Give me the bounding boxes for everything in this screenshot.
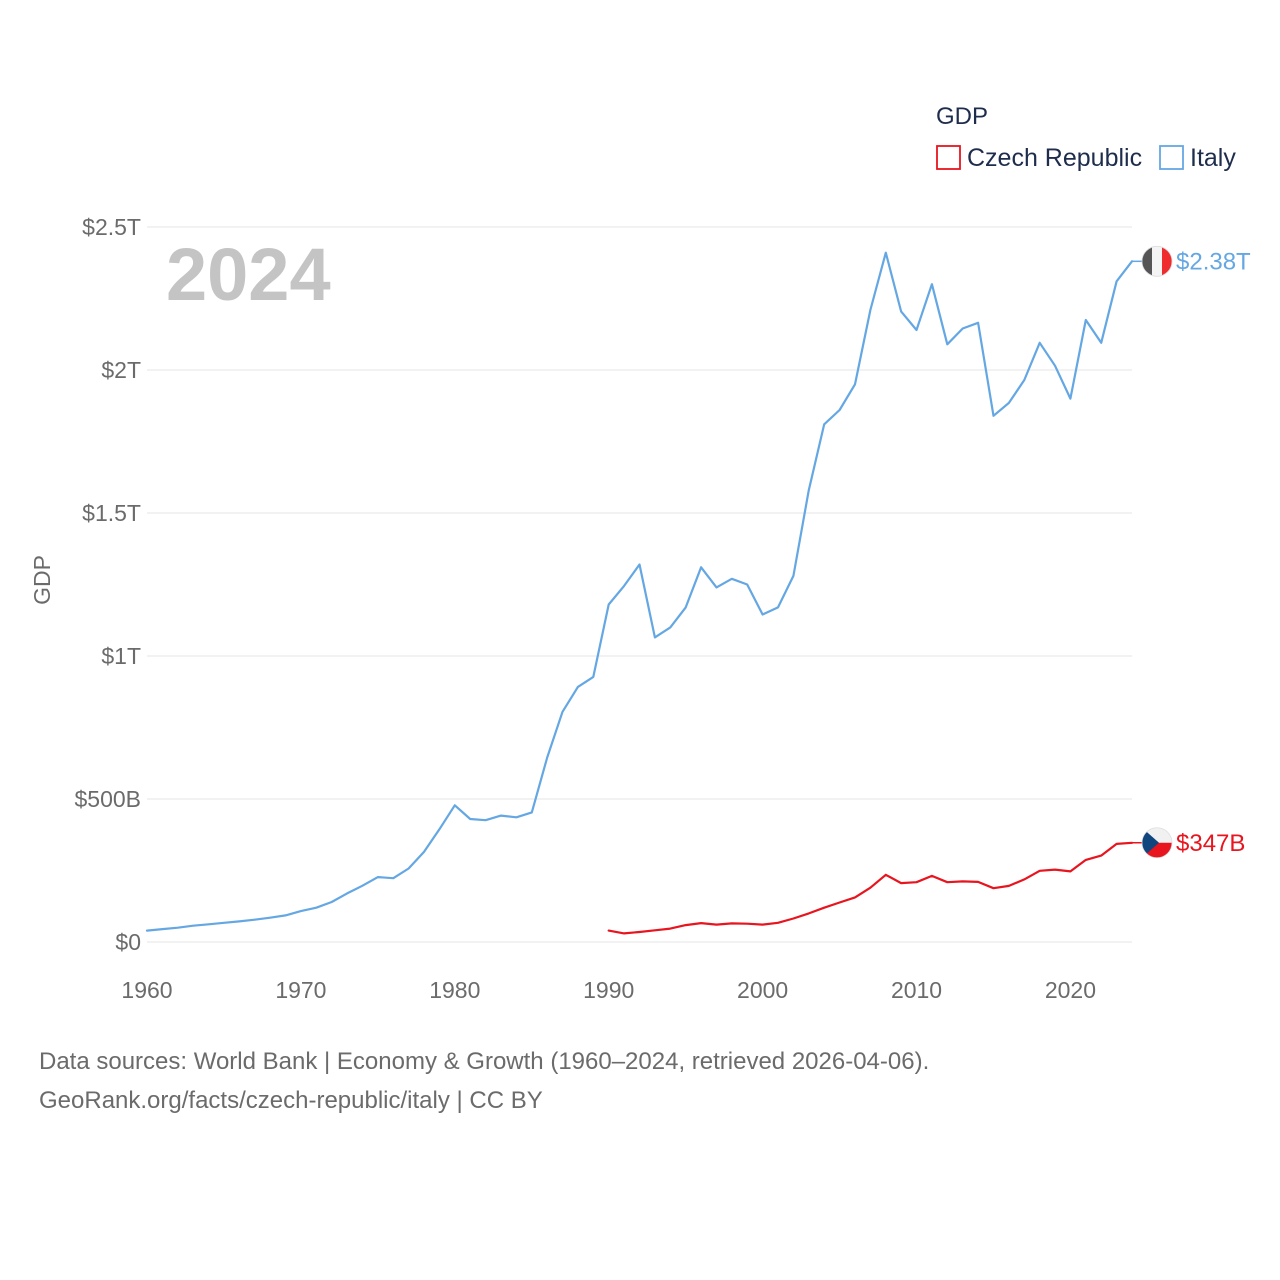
- flag-band-left: [1142, 246, 1152, 277]
- x-tick-label: 1980: [429, 977, 480, 1003]
- y-tick-label: $2.5T: [82, 214, 141, 240]
- x-tick-label: 1970: [275, 977, 326, 1003]
- end-value-label-italy: $2.38T: [1176, 248, 1251, 275]
- series-line-italy: [145, 251, 1134, 932]
- y-tick-label: $500B: [74, 786, 141, 812]
- flag-outline: [1141, 827, 1173, 859]
- y-tick-label: $2T: [101, 357, 141, 383]
- y-axis-title: GDP: [29, 555, 55, 605]
- flag-triangle: [1142, 827, 1159, 858]
- legend-item-czech-republic[interactable]: Czech Republic: [936, 144, 1142, 172]
- series-line-czech-republic: [607, 841, 1134, 935]
- flag-outline: [1141, 245, 1173, 277]
- gridlines: [147, 226, 1132, 943]
- legend-item-italy[interactable]: Italy: [1159, 144, 1236, 172]
- flag-band-right: [1162, 246, 1172, 277]
- y-tick-label: $1T: [101, 643, 141, 669]
- y-tick-label: $0: [115, 929, 141, 955]
- y-axis-ticks: $0 $500B $1T $1.5T $2T $2.5T: [74, 214, 141, 955]
- x-tick-label: 2000: [737, 977, 788, 1003]
- legend-swatch-italy: [1159, 145, 1184, 170]
- series-end-markers: $347B $2.38T: [1132, 245, 1251, 859]
- x-axis-ticks: 1960 1970 1980 1990 2000 2010 2020: [121, 977, 1096, 1003]
- flag-fill: [1142, 827, 1172, 858]
- legend-title: GDP: [936, 103, 988, 130]
- year-label: 2024: [166, 233, 331, 316]
- legend-label-italy: Italy: [1190, 144, 1236, 172]
- x-tick-label: 1960: [121, 977, 172, 1003]
- flag-fill: [1142, 246, 1172, 277]
- flag-band-middle: [1152, 246, 1162, 277]
- x-tick-label: 2020: [1045, 977, 1096, 1003]
- italy-flag-icon: [1141, 245, 1173, 277]
- legend: GDP Czech Republic Italy: [936, 103, 1236, 172]
- x-tick-label: 2010: [891, 977, 942, 1003]
- x-tick-label: 1990: [583, 977, 634, 1003]
- y-tick-label: $1.5T: [82, 500, 141, 526]
- legend-label-czech-republic: Czech Republic: [967, 144, 1142, 172]
- end-value-label-czech-republic: $347B: [1176, 830, 1245, 857]
- series-lines: [145, 251, 1134, 935]
- czech-flag-icon: [1141, 827, 1173, 859]
- legend-swatch-czech-republic: [936, 145, 961, 170]
- credit-note: GeoRank.org/facts/czech-republic/italy |…: [39, 1087, 543, 1114]
- source-note: Data sources: World Bank | Economy & Gro…: [39, 1048, 929, 1075]
